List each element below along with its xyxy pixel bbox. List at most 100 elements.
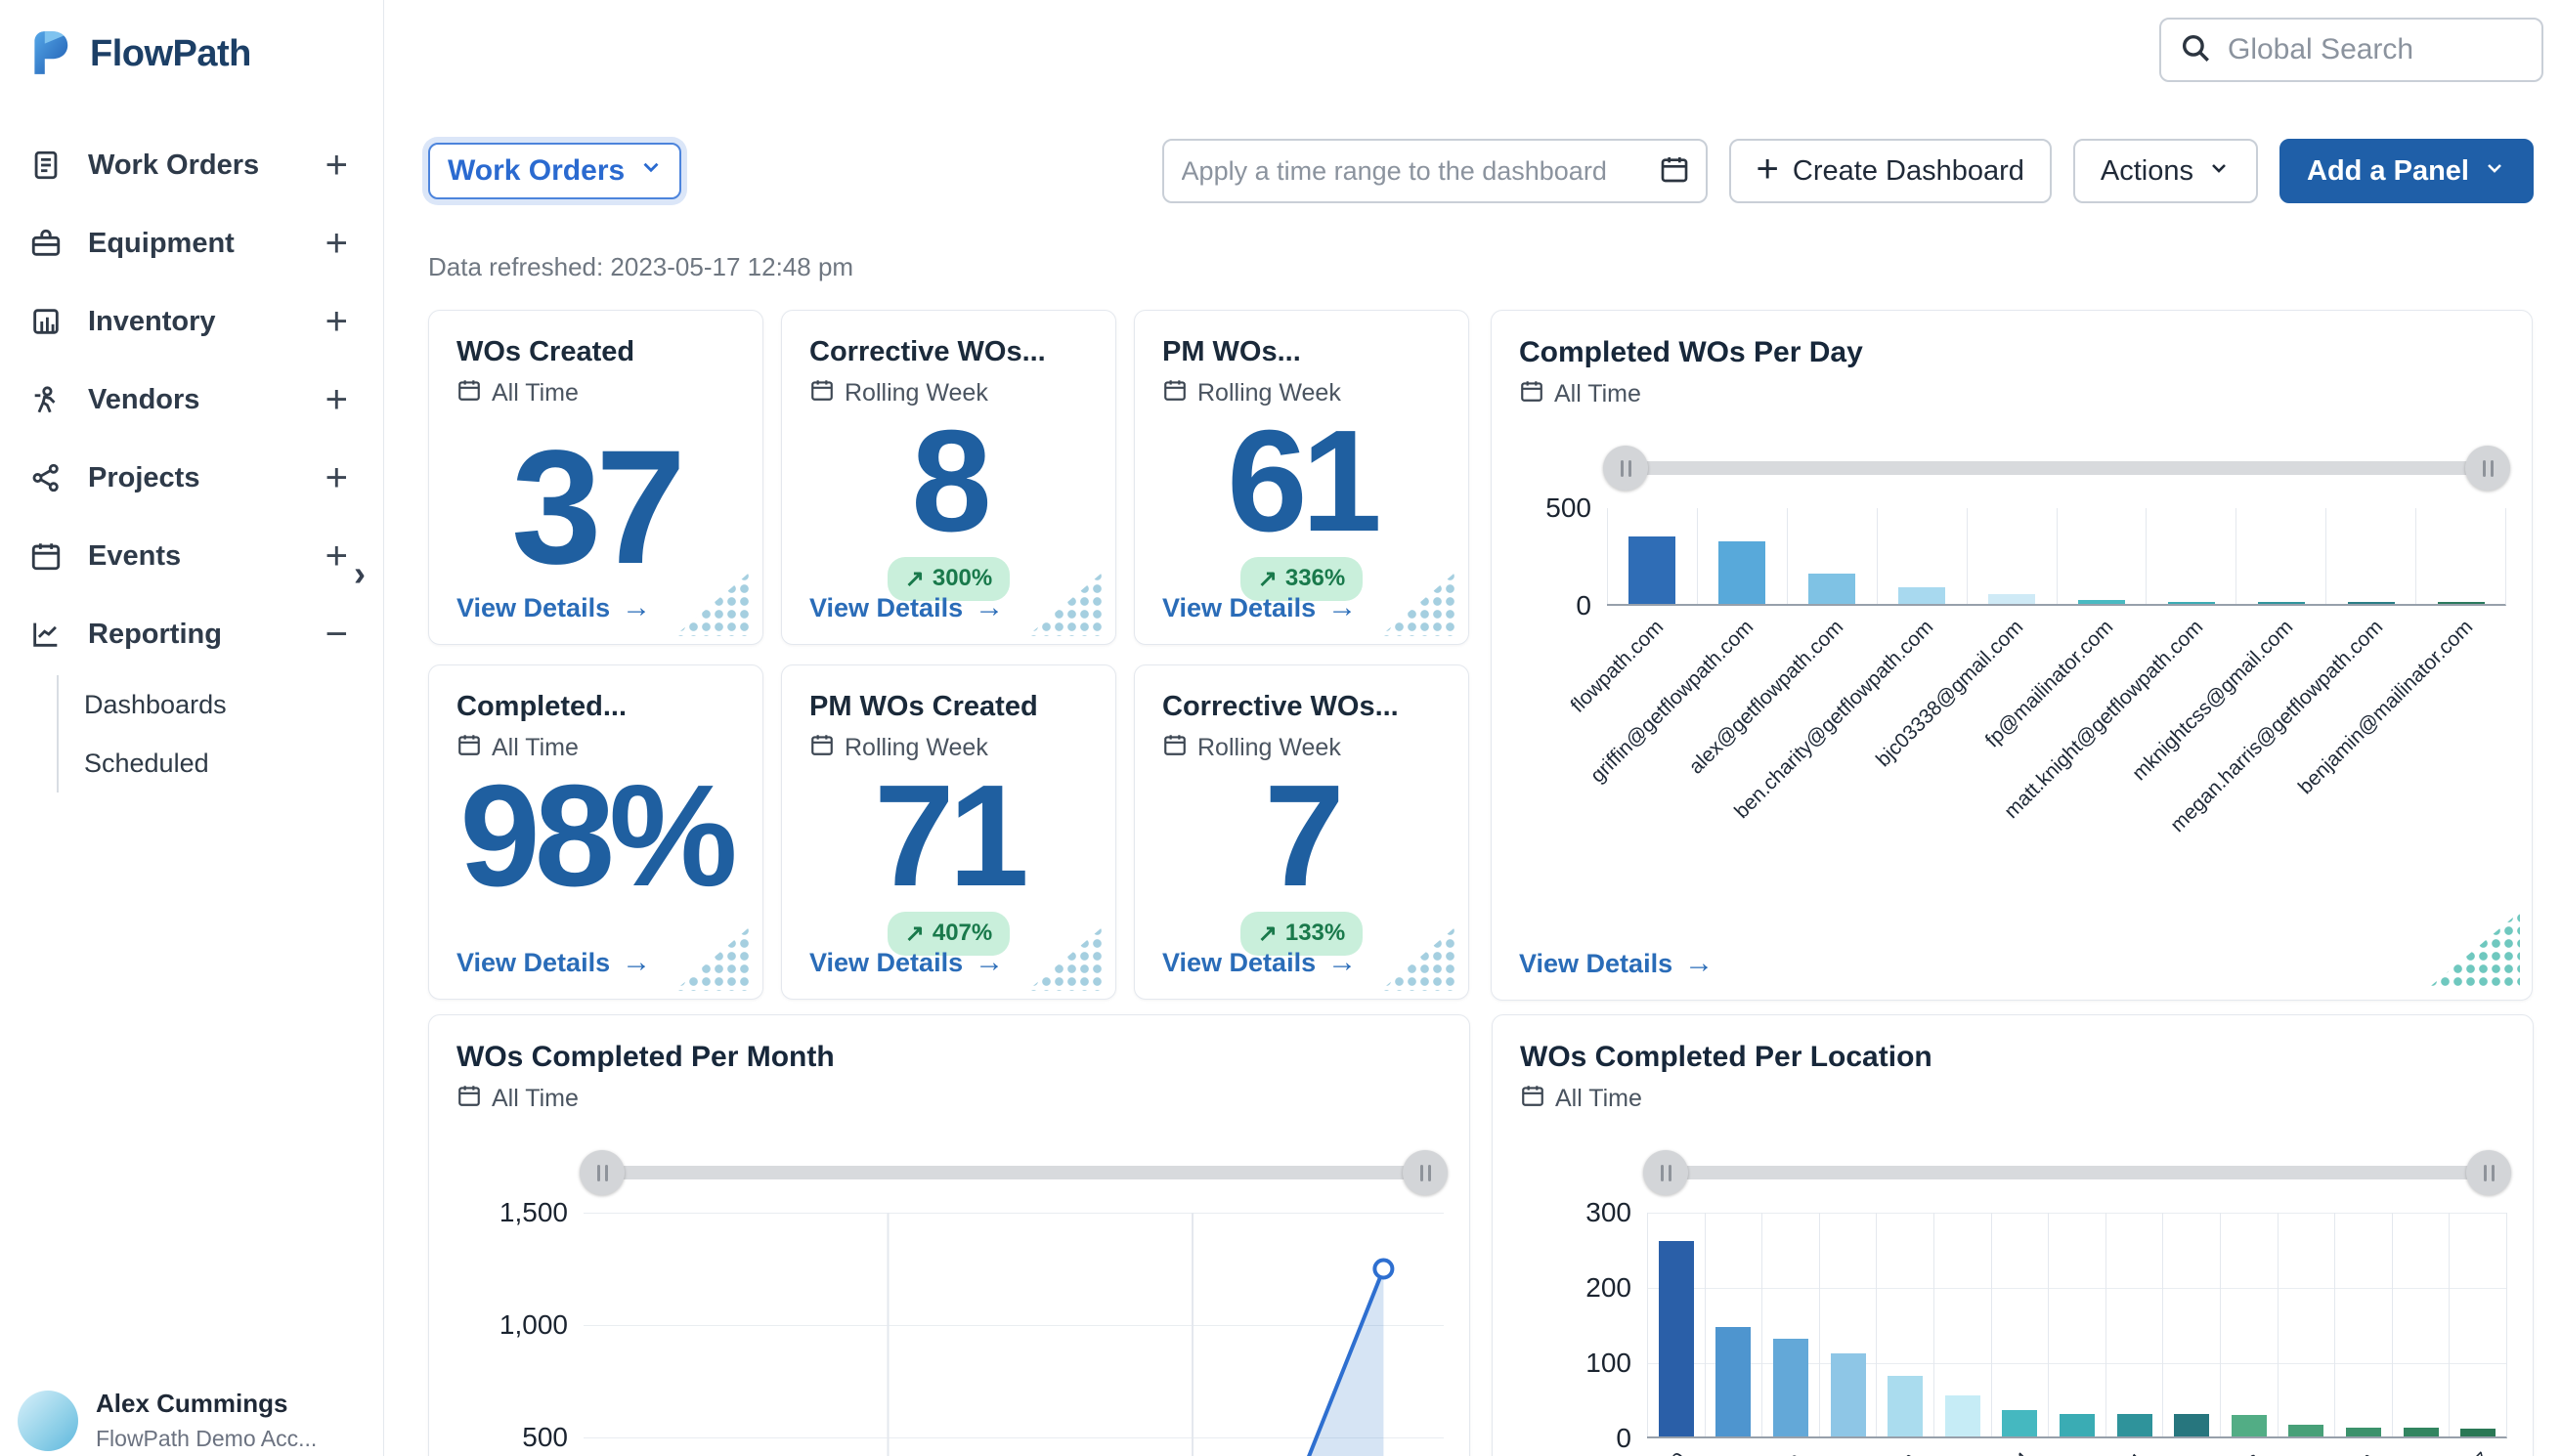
add-inventory-button[interactable]: + [325, 300, 348, 343]
projects-icon [29, 460, 65, 495]
sidebar-item-projects[interactable]: Projects + [0, 439, 383, 517]
view-details-link[interactable]: View Details → [456, 946, 652, 978]
kpi-value: 71 [874, 755, 1029, 917]
view-details-link[interactable]: View Details → [456, 591, 652, 623]
add-vendor-button[interactable]: + [325, 378, 348, 421]
time-range-filter[interactable] [1161, 139, 1708, 203]
create-dashboard-button[interactable]: + Create Dashboard [1728, 139, 2052, 203]
slider-handle-left[interactable] [1643, 1150, 1688, 1195]
arrow-right-icon: → [622, 591, 652, 623]
calendar-icon [456, 1083, 482, 1115]
kpi-card-wos-created: WOs Created All Time 37 View Details → [428, 310, 763, 645]
dashboard-select[interactable]: Work Orders [428, 143, 682, 199]
actions-button[interactable]: Actions [2072, 139, 2258, 203]
expand-user-menu-icon[interactable]: › [354, 553, 366, 594]
chevron-down-icon [2207, 155, 2231, 188]
collapse-reporting-button[interactable]: − [325, 613, 348, 656]
sidebar: FlowPath Work Orders + Equipment + Inven… [0, 0, 384, 1456]
panel-wos-completed-per-month: WOs Completed Per Month All Time 1,500 1,… [428, 1014, 1470, 1456]
search-icon [2179, 31, 2212, 69]
brand-name: FlowPath [90, 33, 251, 74]
kpi-title: WOs Created [456, 336, 635, 367]
events-icon [29, 538, 65, 574]
arrow-right-icon: → [975, 946, 1005, 978]
avatar [18, 1390, 78, 1451]
dashboard-select-value: Work Orders [448, 154, 626, 187]
slider-handle-right[interactable] [2466, 1150, 2511, 1195]
time-range-input[interactable] [1181, 155, 1649, 187]
panel-title: WOs Completed Per Location [1520, 1041, 1932, 1073]
chevron-down-icon [638, 154, 664, 188]
panel-range: All Time [1554, 380, 1641, 407]
sidebar-item-vendors[interactable]: Vendors + [0, 361, 383, 439]
range-slider[interactable] [1603, 446, 2510, 491]
slider-handle-left[interactable] [580, 1150, 625, 1195]
panel-title: Completed WOs Per Day [1519, 336, 1863, 368]
view-details-link[interactable]: View Details → [809, 591, 1005, 623]
kpi-grid: WOs Created All Time 37 View Details → Co… [428, 310, 1469, 1001]
sidebar-item-work-orders[interactable]: Work Orders + [0, 126, 383, 204]
kpi-range: All Time [492, 379, 579, 407]
kpi-range: All Time [492, 734, 579, 761]
sidebar-item-label: Vendors [88, 383, 200, 415]
kpi-card-pm-wos-created: PM WOs Created Rolling Week 71 ↗ 407% Vie… [781, 664, 1116, 1000]
trend-badge: ↗ 300% [887, 556, 1011, 601]
sidebar-nav: Work Orders + Equipment + Inventory + Ve… [0, 126, 383, 792]
trend-up-icon: ↗ [904, 920, 925, 947]
kpi-value: 61 [1227, 401, 1382, 562]
panel-range: All Time [492, 1085, 579, 1112]
range-slider[interactable] [580, 1150, 1448, 1195]
sidebar-item-label: Equipment [88, 227, 235, 259]
add-work-order-button[interactable]: + [325, 144, 348, 187]
topbar [384, 0, 2561, 82]
dots-decoration [2426, 912, 2520, 990]
view-details-link[interactable]: View Details → [1519, 947, 1715, 979]
kpi-title: Corrective WOs... [1162, 691, 1399, 722]
user-account[interactable]: Alex Cummings FlowPath Demo Acc... [0, 1375, 383, 1456]
slider-track[interactable] [584, 1166, 1444, 1179]
slider-handle-left[interactable] [1603, 446, 1648, 491]
sidebar-item-reporting[interactable]: Reporting − [0, 595, 383, 673]
sidebar-item-equipment[interactable]: Equipment + [0, 204, 383, 282]
sidebar-item-scheduled[interactable]: Scheduled [84, 748, 209, 778]
calendar-icon [456, 732, 482, 764]
view-details-link[interactable]: View Details → [1162, 946, 1358, 978]
user-org: FlowPath Demo Acc... [96, 1426, 318, 1451]
view-details-link[interactable]: View Details → [1162, 591, 1358, 623]
trend-badge: ↗ 407% [887, 911, 1011, 956]
slider-handle-right[interactable] [1403, 1150, 1448, 1195]
arrow-right-icon: → [975, 591, 1005, 623]
dashboard-header: Work Orders + Create Dashboard Actions [428, 139, 2534, 203]
kpi-title: Completed... [456, 691, 628, 722]
sidebar-item-label: Reporting [88, 618, 222, 650]
dashboard-content: Data refreshed: 2023-05-17 12:48 pm WOs … [384, 233, 2561, 1456]
add-equipment-button[interactable]: + [325, 222, 348, 265]
slider-track[interactable] [1647, 1166, 2507, 1179]
panel-title: WOs Completed Per Month [456, 1041, 835, 1073]
view-details-link[interactable]: View Details → [809, 946, 1005, 978]
kpi-range: Rolling Week [1197, 379, 1341, 407]
slider-track[interactable] [1607, 461, 2506, 475]
add-project-button[interactable]: + [325, 456, 348, 499]
calendar-icon [1162, 377, 1188, 409]
slider-handle-right[interactable] [2465, 446, 2510, 491]
global-search[interactable] [2159, 18, 2543, 82]
equipment-icon [29, 226, 65, 261]
search-input[interactable] [2228, 33, 2524, 66]
work-orders-icon [29, 148, 65, 183]
trend-up-icon: ↗ [1257, 565, 1278, 592]
sidebar-item-inventory[interactable]: Inventory + [0, 282, 383, 361]
calendar-icon [809, 732, 835, 764]
range-slider[interactable] [1643, 1150, 2511, 1195]
kpi-value: 98% [459, 755, 737, 917]
kpi-card-pm-wos: PM WOs... Rolling Week 61 ↗ 336% View Det… [1134, 310, 1469, 645]
add-panel-button[interactable]: Add a Panel [2279, 139, 2534, 203]
sidebar-item-events[interactable]: Events + [0, 517, 383, 595]
sidebar-item-label: Inventory [88, 305, 216, 337]
calendar-icon [1520, 1083, 1545, 1115]
kpi-card-corrective-wos: Corrective WOs... Rolling Week 8 ↗ 300% V… [781, 310, 1116, 645]
brand-logo[interactable]: FlowPath [0, 0, 383, 81]
add-event-button[interactable]: + [325, 535, 348, 578]
sidebar-item-dashboards[interactable]: Dashboards [84, 689, 227, 719]
panel-completed-wos-per-day: Completed WOs Per Day All Time 500 0 flowp… [1491, 310, 2533, 1001]
